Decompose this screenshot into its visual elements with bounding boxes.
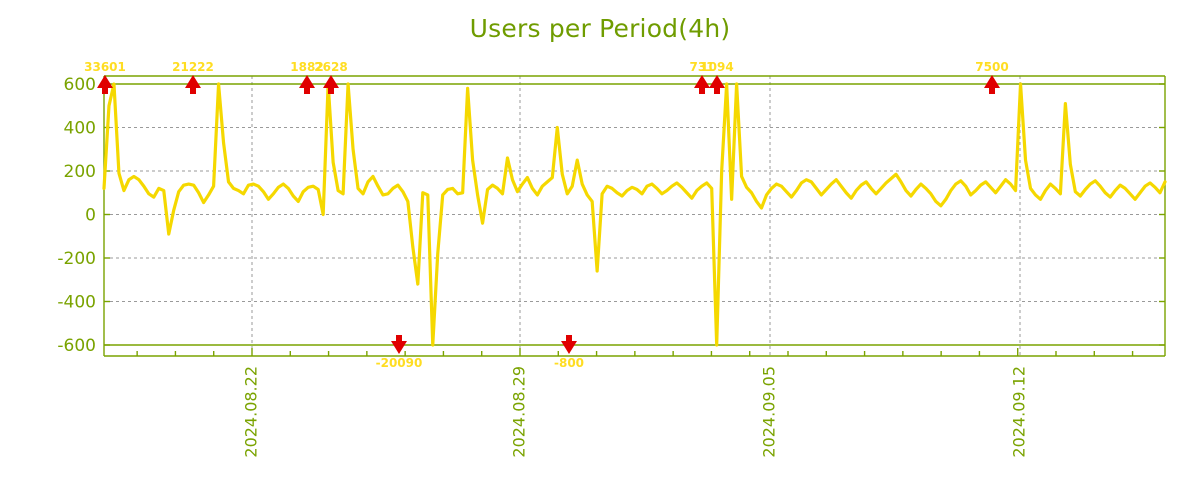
annotation-marker-triangle[interactable] <box>561 341 577 354</box>
annotation-value-label: 33601 <box>84 60 126 74</box>
y-axis-tick-label: -200 <box>57 249 96 269</box>
y-axis-tick-label: 200 <box>64 162 96 182</box>
annotation-marker-stem <box>396 335 402 341</box>
data-series-line <box>102 82 1167 347</box>
annotation-marker-triangle[interactable] <box>694 75 710 88</box>
x-axis-tick-label: 2024.08.22 <box>242 366 261 458</box>
annotation-marker-triangle[interactable] <box>185 75 201 88</box>
annotation-marker-stem <box>714 88 720 94</box>
annotation-marker-triangle[interactable] <box>323 75 339 88</box>
annotation-markers <box>97 75 1000 354</box>
annotation-marker-stem <box>566 335 572 341</box>
chart-title: Users per Period(4h) <box>469 14 731 43</box>
y-axis-labels: 600 400 200 0 -200 -400 -600 <box>57 75 96 356</box>
x-axis-tick-label: 2024.09.05 <box>760 366 779 458</box>
annotation-marker-triangle[interactable] <box>97 75 113 88</box>
y-axis-tick-label: -400 <box>57 293 96 313</box>
annotation-marker-triangle[interactable] <box>709 75 725 88</box>
x-axis-tick-label: 2024.08.29 <box>510 366 529 458</box>
annotation-marker-stem <box>304 88 310 94</box>
annotation-value-label: 7500 <box>975 60 1008 74</box>
annotation-value-label: 1882 <box>290 60 323 74</box>
series-line-users-per-period <box>102 82 1167 347</box>
annotation-marker-stem <box>328 88 334 94</box>
y-axis-tick-label: 0 <box>85 206 96 226</box>
axis-ticks <box>104 83 1165 356</box>
y-axis-tick-label: 600 <box>64 75 96 95</box>
y-axis-tick-label: -600 <box>57 336 96 356</box>
annotation-marker-triangle[interactable] <box>984 75 1000 88</box>
axis-frame <box>103 75 1166 357</box>
annotation-value-label: 1094 <box>700 60 733 74</box>
x-axis-labels: 2024.08.22 2024.08.29 2024.09.05 2024.09.12 <box>242 366 1029 458</box>
annotation-marker-triangle[interactable] <box>391 341 407 354</box>
annotation-value-label: -20090 <box>376 356 423 370</box>
annotation-value-label: -800 <box>554 356 584 370</box>
y-axis-tick-label: 400 <box>64 119 96 139</box>
x-axis-tick-label: 2024.09.12 <box>1010 366 1029 458</box>
annotation-value-label: 731 <box>689 60 714 74</box>
annotation-marker-stem <box>989 88 995 94</box>
annotation-marker-triangle[interactable] <box>299 75 315 88</box>
annotation-marker-stem <box>190 88 196 94</box>
annotation-marker-stem <box>102 88 108 94</box>
grid-lines <box>104 76 1165 356</box>
annotation-marker-stem <box>699 88 705 94</box>
annotation-value-label: 21222 <box>172 60 214 74</box>
annotation-value-label: 2628 <box>314 60 347 74</box>
